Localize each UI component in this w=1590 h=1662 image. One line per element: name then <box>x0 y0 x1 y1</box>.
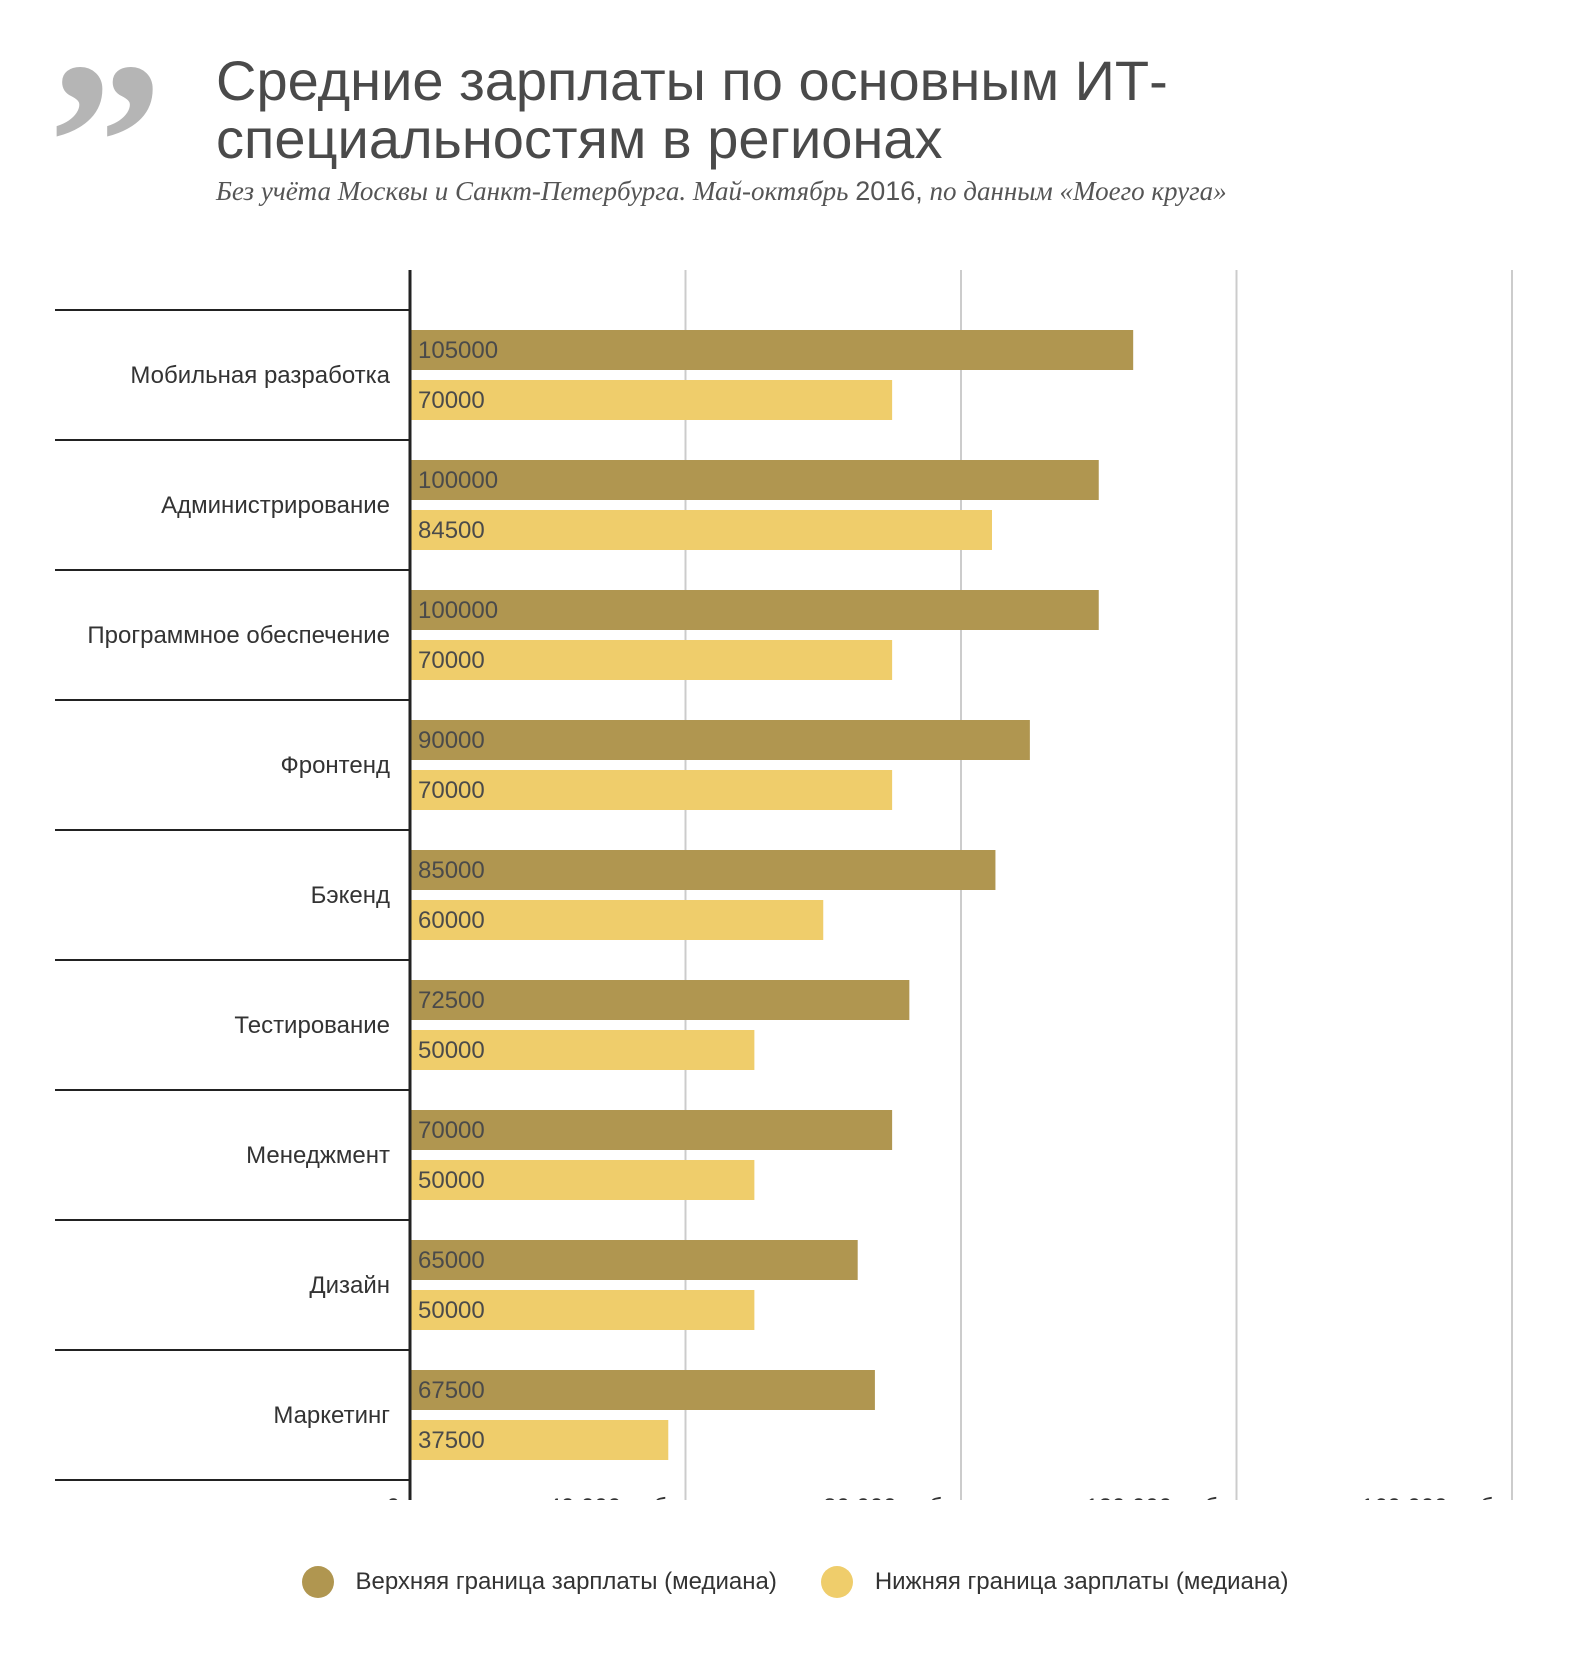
bar <box>410 1160 755 1200</box>
category-label: Тестирование <box>234 1012 390 1039</box>
bar-value-label: 105000 <box>418 337 498 364</box>
bar-value-label: 70000 <box>418 1117 485 1144</box>
bar <box>410 330 1134 370</box>
bar <box>410 1110 893 1150</box>
x-tick-label: 160 000 руб. <box>1361 1494 1500 1500</box>
x-tick-label: 120 000 руб. <box>1085 1494 1224 1500</box>
legend-item-upper: Верхняя граница зарплаты (медиана) <box>301 1566 777 1598</box>
bar <box>410 850 996 890</box>
category-label: Бэкенд <box>311 882 390 909</box>
subtitle-text-before: Без учёта Москвы и Санкт-Петербурга. Май… <box>216 176 856 206</box>
bar <box>410 510 992 550</box>
bar <box>410 1370 875 1410</box>
category-label: Программное обеспечение <box>87 622 390 649</box>
bar <box>410 900 824 940</box>
bar-value-label: 65000 <box>418 1247 485 1274</box>
x-tick-label: 40 000 руб. <box>548 1494 674 1500</box>
bar-value-label: 50000 <box>418 1167 485 1194</box>
bar-value-label: 85000 <box>418 857 485 884</box>
bar <box>410 380 893 420</box>
chart-legend: Верхняя граница зарплаты (медиана) Нижня… <box>0 1566 1590 1598</box>
bar <box>410 1240 858 1280</box>
bar <box>410 460 1099 500</box>
bar-value-label: 84500 <box>418 517 485 544</box>
bar-value-label: 70000 <box>418 777 485 804</box>
legend-item-lower: Нижняя граница зарплаты (медиана) <box>820 1566 1289 1598</box>
bar-value-label: 50000 <box>418 1037 485 1064</box>
subtitle-text-after: по данным «Моего круга» <box>922 176 1227 206</box>
bar-value-label: 72500 <box>418 987 485 1014</box>
category-label: Дизайн <box>309 1272 390 1299</box>
bar-value-label: 100000 <box>418 597 498 624</box>
category-label: Менеджмент <box>246 1142 390 1169</box>
bar-value-label: 70000 <box>418 647 485 674</box>
legend-label-upper: Верхняя граница зарплаты (медиана) <box>355 1568 777 1595</box>
bar <box>410 1030 755 1070</box>
bar-value-label: 90000 <box>418 727 485 754</box>
category-label: Маркетинг <box>273 1402 390 1429</box>
bar-value-label: 60000 <box>418 907 485 934</box>
subtitle-year: 2016, <box>855 176 923 206</box>
bar-value-label: 50000 <box>418 1297 485 1324</box>
x-tick-label: 0 <box>387 1494 400 1500</box>
bar-value-label: 37500 <box>418 1427 485 1454</box>
bar <box>410 770 893 810</box>
bar <box>410 1420 669 1460</box>
legend-swatch-upper <box>301 1566 334 1598</box>
bar <box>410 590 1099 630</box>
bar-value-label: 100000 <box>418 467 498 494</box>
legend-label-lower: Нижняя граница зарплаты (медиана) <box>874 1568 1289 1595</box>
category-label: Администрирование <box>161 492 390 519</box>
chart-title: Средние зарплаты по основным ИТ-специаль… <box>216 49 1168 170</box>
bar <box>410 720 1030 760</box>
bar-value-label: 70000 <box>418 387 485 414</box>
bar-value-label: 67500 <box>418 1377 485 1404</box>
category-label: Фронтенд <box>280 752 390 779</box>
bar <box>410 980 910 1020</box>
legend-swatch-lower <box>820 1566 853 1598</box>
salary-bar-chart: Мобильная разработка Администрирование Про… <box>55 270 1513 1500</box>
x-tick-label: 80 000 руб. <box>823 1494 949 1500</box>
bar <box>410 640 893 680</box>
bar <box>410 1290 755 1330</box>
quote-mark-icon: ” <box>48 15 163 270</box>
chart-subtitle: Без учёта Москвы и Санкт-Петербурга. Май… <box>216 176 1227 207</box>
category-label: Мобильная разработка <box>130 362 390 389</box>
